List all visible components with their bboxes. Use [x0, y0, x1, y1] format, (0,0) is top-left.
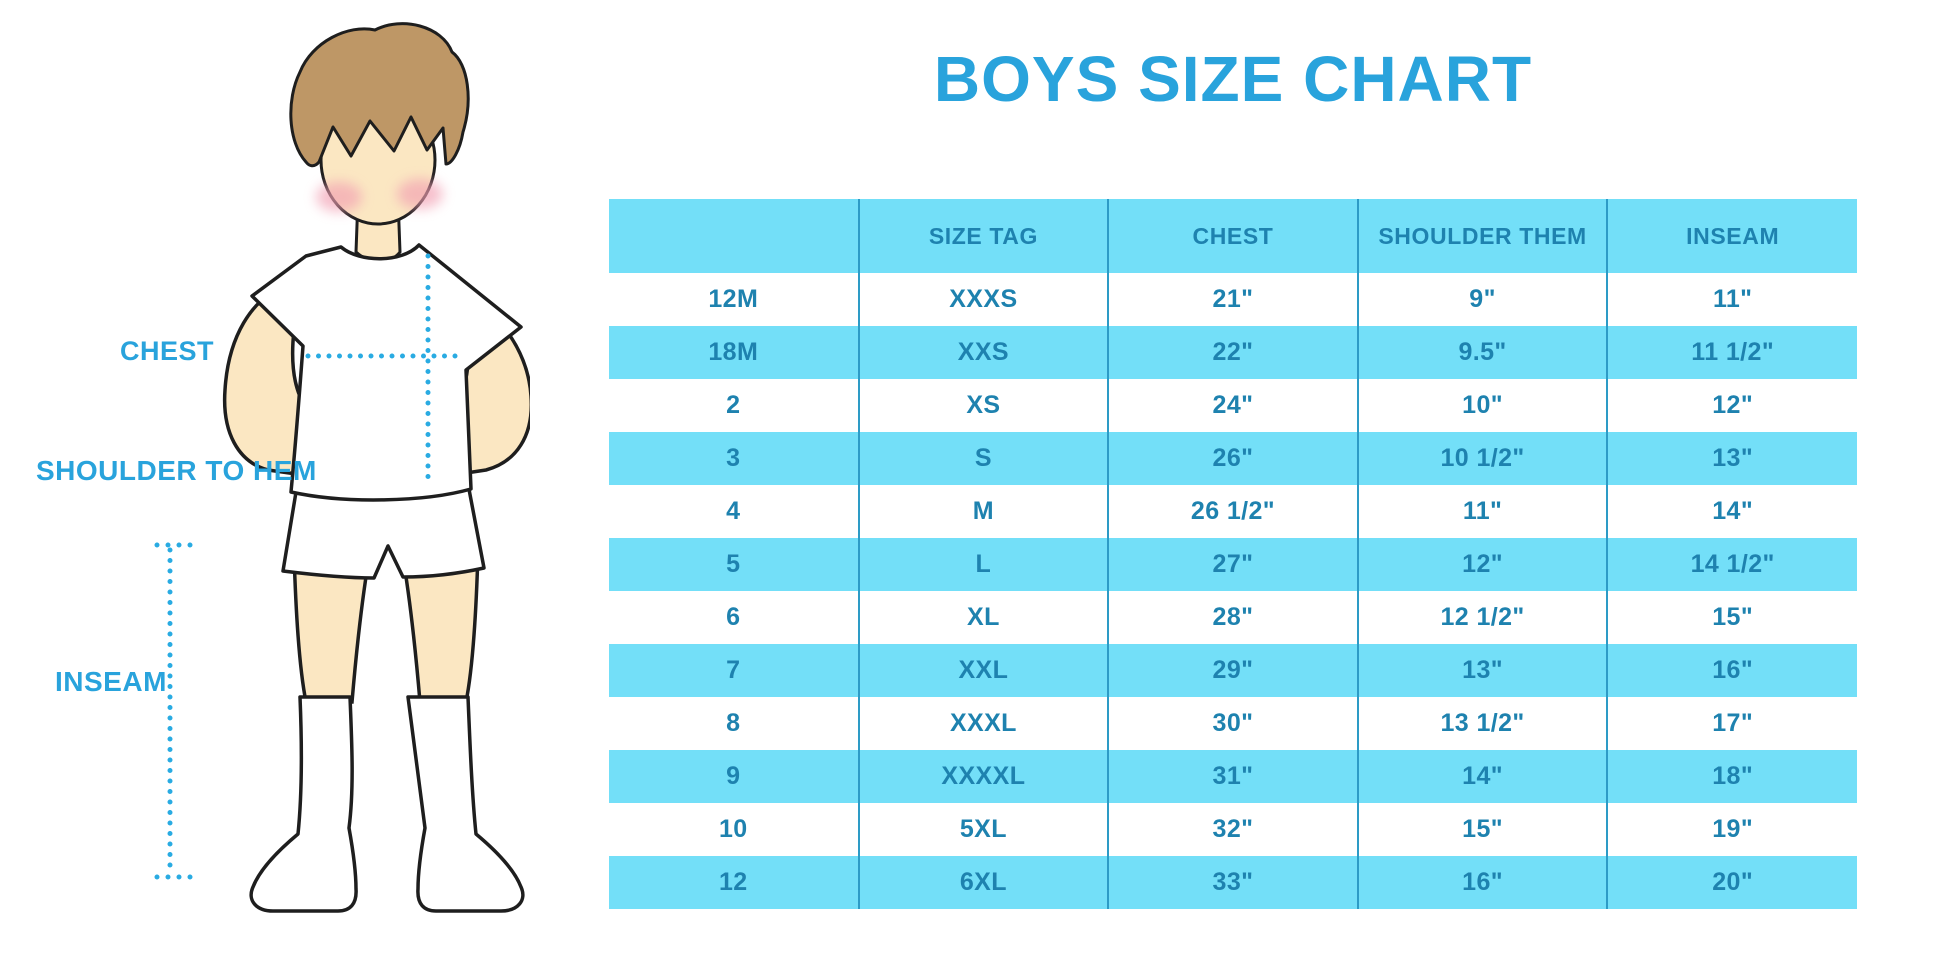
size-age-cell: 10	[609, 803, 859, 856]
size-value-cell: 13"	[1606, 432, 1857, 485]
size-value-cell: 17"	[1606, 697, 1857, 750]
size-age-cell: 12	[609, 856, 859, 909]
head	[289, 22, 470, 264]
size-value-cell: 5XL	[857, 803, 1109, 856]
size-row-18m: 18M XXS 22" 9.5" 11 1/2"	[609, 326, 1857, 379]
column-header-shoulder-them: SHOULDER THEM	[1356, 199, 1608, 273]
left-leg	[292, 550, 373, 704]
size-value-cell: 11"	[1606, 273, 1857, 326]
inseam-label: INSEAM	[55, 666, 167, 697]
size-row-10: 10 5XL 32" 15" 19"	[609, 803, 1857, 856]
size-value-cell: 16"	[1356, 856, 1608, 909]
size-value-cell: 22"	[1107, 326, 1358, 379]
size-value-cell: 9"	[1356, 273, 1608, 326]
size-value-cell: 11 1/2"	[1606, 326, 1857, 379]
left-sock	[249, 695, 358, 913]
size-value-cell: XXL	[857, 644, 1109, 697]
size-value-cell: XL	[857, 591, 1109, 644]
size-value-cell: 27"	[1107, 538, 1358, 591]
size-value-cell: 32"	[1107, 803, 1358, 856]
size-value-cell: XS	[857, 379, 1109, 432]
column-header-blank	[609, 199, 859, 273]
size-value-cell: 18"	[1606, 750, 1857, 803]
right-cheek-blush	[397, 179, 443, 209]
size-row-6: 6 XL 28" 12 1/2" 15"	[609, 591, 1857, 644]
left-cheek-blush	[316, 182, 362, 212]
size-value-cell: 20"	[1606, 856, 1857, 909]
size-age-cell: 5	[609, 538, 859, 591]
column-header-inseam: INSEAM	[1606, 199, 1857, 273]
size-value-cell: 26"	[1107, 432, 1358, 485]
size-value-cell: 14"	[1356, 750, 1608, 803]
size-value-cell: 12 1/2"	[1356, 591, 1608, 644]
size-age-cell: 2	[609, 379, 859, 432]
size-value-cell: XXXL	[857, 697, 1109, 750]
size-row-12: 12 6XL 33" 16" 20"	[609, 856, 1857, 909]
size-value-cell: 14 1/2"	[1606, 538, 1857, 591]
size-age-cell: 4	[609, 485, 859, 538]
column-header-size-tag: SIZE TAG	[857, 199, 1109, 273]
size-value-cell: 12"	[1356, 538, 1608, 591]
size-row-2: 2 XS 24" 10" 12"	[609, 379, 1857, 432]
size-age-cell: 3	[609, 432, 859, 485]
size-value-cell: 10 1/2"	[1356, 432, 1608, 485]
size-value-cell: XXS	[857, 326, 1109, 379]
size-row-3: 3 S 26" 10 1/2" 13"	[609, 432, 1857, 485]
size-row-9: 9 XXXXL 31" 14" 18"	[609, 750, 1857, 803]
size-value-cell: 12"	[1606, 379, 1857, 432]
hair	[289, 22, 470, 168]
size-age-cell: 8	[609, 697, 859, 750]
size-value-cell: 13 1/2"	[1356, 697, 1608, 750]
size-table-body: 12M XXXS 21" 9" 11" 18M XXS 22" 9.5" 11 1/2" 2 XS 24…	[609, 273, 1857, 909]
size-value-cell: 14"	[1606, 485, 1857, 538]
size-age-cell: 6	[609, 591, 859, 644]
size-value-cell: 16"	[1606, 644, 1857, 697]
size-row-7: 7 XXL 29" 13" 16"	[609, 644, 1857, 697]
measurement-lines	[154, 253, 465, 880]
shoulder-to-hem-label: SHOULDER TO HEM	[36, 455, 317, 486]
size-table-header: SIZE TAG CHEST SHOULDER THEM INSEAM	[609, 199, 1857, 273]
size-value-cell: 26 1/2"	[1107, 485, 1358, 538]
right-sock	[406, 695, 525, 913]
size-row-12m: 12M XXXS 21" 9" 11"	[609, 273, 1857, 326]
size-value-cell: 6XL	[857, 856, 1109, 909]
boy-figure-illustration	[154, 22, 530, 913]
size-value-cell: 15"	[1606, 591, 1857, 644]
boys-size-table: SIZE TAG CHEST SHOULDER THEM INSEAM 12M XXXS…	[609, 199, 1857, 909]
size-value-cell: 11"	[1356, 485, 1608, 538]
size-value-cell: 33"	[1107, 856, 1358, 909]
socks	[249, 695, 525, 913]
size-age-cell: 9	[609, 750, 859, 803]
size-value-cell: 10"	[1356, 379, 1608, 432]
size-age-cell: 18M	[609, 326, 859, 379]
page-title: BOYS SIZE CHART	[933, 43, 1533, 115]
size-row-4: 4 M 26 1/2" 11" 14"	[609, 485, 1857, 538]
size-age-cell: 12M	[609, 273, 859, 326]
size-value-cell: 13"	[1356, 644, 1608, 697]
size-value-cell: 19"	[1606, 803, 1857, 856]
legs	[292, 550, 480, 704]
header-row: SIZE TAG CHEST SHOULDER THEM INSEAM	[609, 199, 1857, 273]
size-row-5: 5 L 27" 12" 14 1/2"	[609, 538, 1857, 591]
size-value-cell: S	[857, 432, 1109, 485]
size-value-cell: XXXXL	[857, 750, 1109, 803]
t-shirt	[250, 243, 523, 502]
size-value-cell: 30"	[1107, 697, 1358, 750]
size-value-cell: 15"	[1356, 803, 1608, 856]
size-value-cell: 31"	[1107, 750, 1358, 803]
chest-label: CHEST	[120, 336, 215, 366]
size-value-cell: L	[857, 538, 1109, 591]
size-age-cell: 7	[609, 644, 859, 697]
size-value-cell: 9.5"	[1356, 326, 1608, 379]
column-header-chest: CHEST	[1107, 199, 1358, 273]
size-value-cell: M	[857, 485, 1109, 538]
size-value-cell: 24"	[1107, 379, 1358, 432]
size-value-cell: 21"	[1107, 273, 1358, 326]
size-value-cell: 29"	[1107, 644, 1358, 697]
size-row-8: 8 XXXL 30" 13 1/2" 17"	[609, 697, 1857, 750]
size-value-cell: 28"	[1107, 591, 1358, 644]
size-value-cell: XXXS	[857, 273, 1109, 326]
